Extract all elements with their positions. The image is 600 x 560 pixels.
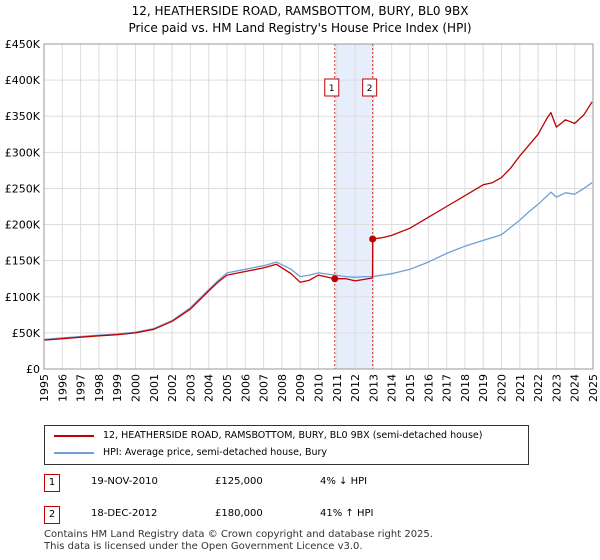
- x-tick-label: 1996: [56, 374, 69, 402]
- x-tick-label: 2021: [514, 374, 527, 402]
- y-tick-label: £450K: [5, 38, 41, 51]
- legend-label-hpi: HPI: Average price, semi-detached house,…: [103, 447, 328, 458]
- y-tick-label: £400K: [5, 74, 41, 87]
- price-chart: 1 2 £0 £50K £100K £150K £200K £250K £300K £350K £4…: [5, 38, 600, 402]
- x-tick-label: 2016: [422, 374, 435, 402]
- y-tick-label: £50K: [12, 327, 41, 340]
- legend-line-property: [54, 435, 94, 437]
- x-tick-label: 2012: [349, 374, 362, 402]
- plot-frame: [43, 43, 594, 370]
- y-tick-label: £200K: [5, 219, 41, 232]
- x-tick-label: 1995: [38, 374, 51, 402]
- x-tick-label: 2005: [221, 374, 234, 402]
- sale-badge: 2: [44, 506, 60, 524]
- legend-label-property: 12, HEATHERSIDE ROAD, RAMSBOTTOM, BURY, …: [103, 430, 483, 441]
- sale-price: £180,000: [215, 508, 263, 519]
- x-tick-label: 2007: [258, 374, 271, 402]
- sale-label-text: 2: [367, 84, 373, 94]
- sale-date: 18-DEC-2012: [91, 508, 158, 519]
- x-tick-label: 2024: [569, 374, 582, 402]
- y-tick-label: £300K: [5, 146, 41, 159]
- x-tick-label: 2011: [331, 374, 344, 402]
- y-tick-label: £150K: [5, 255, 41, 268]
- x-tick-label: 1998: [93, 374, 106, 402]
- x-tick-label: 1999: [111, 374, 124, 402]
- x-tick-label: 2017: [441, 374, 454, 402]
- x-tick-label: 2010: [313, 374, 326, 402]
- sale-label-box: [362, 78, 378, 97]
- x-tick-label: 2018: [459, 374, 472, 402]
- sale-hpi-diff: 41% ↑ HPI: [320, 508, 374, 519]
- x-tick-label: 2019: [477, 374, 490, 402]
- y-tick-label: £0: [26, 363, 40, 376]
- sale-point: [369, 235, 377, 243]
- x-tick-label: 2009: [294, 374, 307, 402]
- x-tick-label: 2013: [367, 374, 380, 402]
- x-tick-label: 2003: [184, 374, 197, 402]
- chart-subtitle: Price paid vs. HM Land Registry's House …: [128, 21, 472, 35]
- sale-hpi-diff: 4% ↓ HPI: [320, 476, 368, 487]
- y-tick-label: £100K: [5, 291, 41, 304]
- x-tick-label: 2025: [587, 374, 600, 402]
- x-tick-label: 2015: [404, 374, 417, 402]
- property-price-line: [43, 101, 593, 341]
- sale-date: 19-NOV-2010: [91, 476, 158, 487]
- y-tick-label: £250K: [5, 182, 41, 195]
- sale-label-text: 1: [329, 84, 335, 94]
- footer-copyright: Contains HM Land Registry data © Crown c…: [44, 529, 433, 540]
- sale-label-box: [324, 78, 340, 97]
- footer-licence: This data is licensed under the Open Gov…: [44, 541, 363, 552]
- x-tick-label: 2020: [496, 374, 509, 402]
- sale-period-band: [334, 44, 373, 369]
- x-tick-label: 2023: [550, 374, 563, 402]
- x-tick-label: 2000: [130, 374, 143, 402]
- sale-price: £125,000: [215, 476, 263, 487]
- sale-badge: 1: [44, 474, 60, 492]
- x-tick-label: 2008: [276, 374, 289, 402]
- x-tick-label: 2022: [532, 374, 545, 402]
- x-tick-label: 2004: [203, 374, 216, 402]
- y-tick-label: £350K: [5, 110, 41, 123]
- x-tick-label: 2001: [148, 374, 161, 402]
- chart-title: 12, HEATHERSIDE ROAD, RAMSBOTTOM, BURY, …: [131, 4, 469, 18]
- x-tick-label: 2002: [166, 374, 179, 402]
- hpi-line: [43, 182, 593, 341]
- legend-line-hpi: [54, 452, 94, 454]
- x-tick-label: 1997: [75, 374, 88, 402]
- sale-point: [331, 275, 339, 283]
- x-tick-label: 2006: [239, 374, 252, 402]
- x-tick-label: 2014: [386, 374, 399, 402]
- chart-legend: 12, HEATHERSIDE ROAD, RAMSBOTTOM, BURY, …: [44, 425, 529, 465]
